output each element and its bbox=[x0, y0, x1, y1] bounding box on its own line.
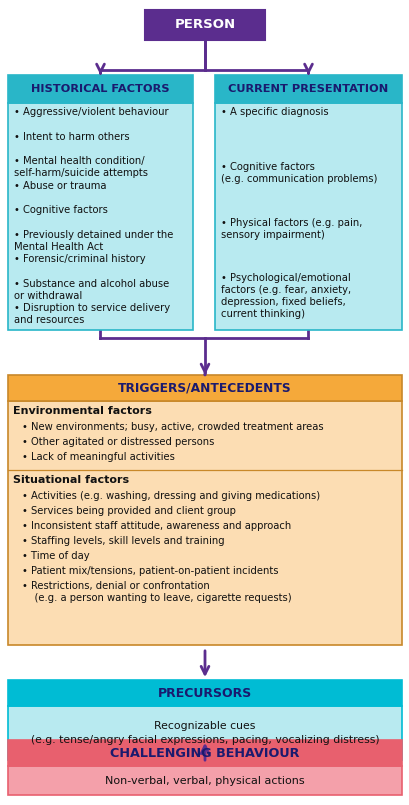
Text: CHALLENGING BEHAVIOUR: CHALLENGING BEHAVIOUR bbox=[110, 746, 299, 759]
Bar bbox=[8, 706, 401, 760]
Text: • Mental health condition/
self-harm/suicide attempts: • Mental health condition/ self-harm/sui… bbox=[14, 156, 148, 178]
Text: • Forensic/criminal history: • Forensic/criminal history bbox=[14, 254, 145, 264]
Text: • Disruption to service delivery
and resources: • Disruption to service delivery and res… bbox=[14, 303, 170, 325]
Text: • Patient mix/tensions, patient-on-patient incidents: • Patient mix/tensions, patient-on-patie… bbox=[22, 566, 278, 576]
Bar bbox=[8, 740, 401, 766]
Bar bbox=[8, 375, 401, 401]
Text: Non-verbal, verbal, physical actions: Non-verbal, verbal, physical actions bbox=[105, 775, 304, 786]
Text: Situational factors: Situational factors bbox=[13, 475, 129, 485]
Bar bbox=[145, 10, 264, 40]
Text: • Activities (e.g. washing, dressing and giving medications): • Activities (e.g. washing, dressing and… bbox=[22, 491, 319, 501]
Text: PRECURSORS: PRECURSORS bbox=[157, 687, 252, 700]
Text: PERSON: PERSON bbox=[174, 19, 235, 31]
Text: • Cognitive factors: • Cognitive factors bbox=[14, 205, 108, 215]
Bar bbox=[8, 75, 193, 103]
Text: • A specific diagnosis: • A specific diagnosis bbox=[220, 107, 328, 117]
Text: • Time of day: • Time of day bbox=[22, 551, 90, 561]
Text: • Inconsistent staff attitude, awareness and approach: • Inconsistent staff attitude, awareness… bbox=[22, 521, 290, 531]
Text: HISTORICAL FACTORS: HISTORICAL FACTORS bbox=[31, 84, 169, 94]
Text: • Intent to harm others: • Intent to harm others bbox=[14, 131, 129, 142]
Text: • Aggressive/violent behaviour: • Aggressive/violent behaviour bbox=[14, 107, 168, 117]
Text: • New environments; busy, active, crowded treatment areas: • New environments; busy, active, crowde… bbox=[22, 422, 323, 432]
Text: • Services being provided and client group: • Services being provided and client gro… bbox=[22, 506, 235, 516]
Text: • Lack of meaningful activities: • Lack of meaningful activities bbox=[22, 452, 175, 462]
Text: • Psychological/emotional
factors (e.g. fear, anxiety,
depression, fixed beliefs: • Psychological/emotional factors (e.g. … bbox=[220, 273, 350, 319]
Text: • Restrictions, denial or confrontation
    (e.g. a person wanting to leave, cig: • Restrictions, denial or confrontation … bbox=[22, 581, 291, 603]
Text: • Staffing levels, skill levels and training: • Staffing levels, skill levels and trai… bbox=[22, 536, 224, 546]
Bar bbox=[214, 103, 401, 330]
Bar bbox=[8, 103, 193, 330]
Text: • Physical factors (e.g. pain,
sensory impairment): • Physical factors (e.g. pain, sensory i… bbox=[220, 217, 362, 240]
Bar bbox=[8, 401, 401, 645]
Bar bbox=[8, 680, 401, 706]
Bar bbox=[214, 75, 401, 103]
Bar bbox=[8, 766, 401, 795]
Text: Environmental factors: Environmental factors bbox=[13, 406, 151, 416]
Text: • Previously detained under the
Mental Health Act: • Previously detained under the Mental H… bbox=[14, 229, 173, 252]
Text: • Cognitive factors
(e.g. communication problems): • Cognitive factors (e.g. communication … bbox=[220, 163, 376, 184]
Text: Recognizable cues
(e.g. tense/angry facial expressions, pacing, vocalizing distr: Recognizable cues (e.g. tense/angry faci… bbox=[31, 721, 378, 745]
Text: • Substance and alcohol abuse
or withdrawal: • Substance and alcohol abuse or withdra… bbox=[14, 279, 169, 301]
Text: CURRENT PRESENTATION: CURRENT PRESENTATION bbox=[228, 84, 388, 94]
Text: TRIGGERS/ANTECEDENTS: TRIGGERS/ANTECEDENTS bbox=[118, 382, 291, 394]
Text: • Other agitated or distressed persons: • Other agitated or distressed persons bbox=[22, 437, 214, 447]
Text: • Abuse or trauma: • Abuse or trauma bbox=[14, 180, 106, 191]
